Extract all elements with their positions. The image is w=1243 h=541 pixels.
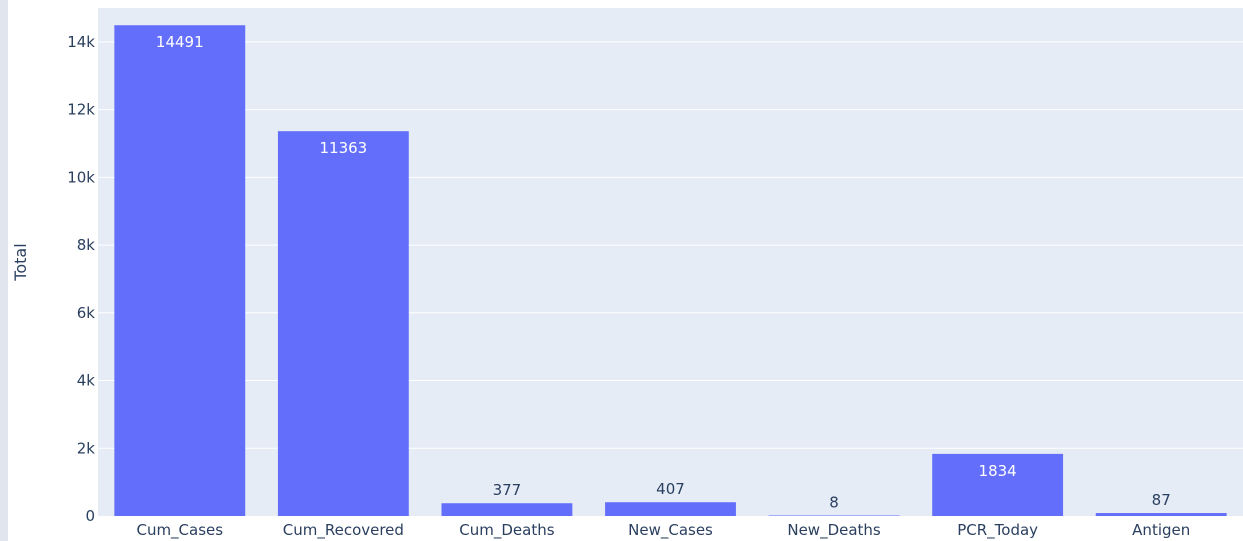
y-tick-label: 8k [77,236,96,254]
bar-value-label: 8 [829,494,839,512]
bar-cum-recovered [277,131,409,516]
y-tick-label: 6k [77,304,96,322]
x-tick-label: New_Deaths [787,521,881,540]
x-axis-ticks: Cum_Cases Cum_Recovered Cum_Deaths New_Case… [136,521,1190,540]
bar-new-cases [605,502,736,516]
x-tick-label: PCR_Today [957,521,1038,540]
bars: 14491 11363 377 407 8 1834 87 [114,25,1227,517]
x-tick-label: New_Cases [628,521,713,540]
y-tick-label: 12k [67,101,95,119]
bar-new-deaths [768,515,900,516]
left-frame-strip [0,0,8,541]
bar-value-label: 407 [656,480,685,498]
y-tick-label: 10k [67,168,95,186]
bar-antigen [1095,513,1227,516]
y-tick-label: 2k [77,439,96,457]
y-axis-ticks: 0 2k 4k 6k 8k 10k 12k 14k [67,33,95,525]
y-tick-label: 4k [77,372,96,390]
y-tick-label: 0 [85,507,95,525]
x-tick-label: Cum_Recovered [283,521,404,540]
bar-value-label: 11363 [319,139,367,157]
x-tick-label: Cum_Cases [136,521,223,540]
bar-value-label: 1834 [979,462,1017,480]
bar-pcr-today [932,453,1064,516]
x-tick-label: Cum_Deaths [459,521,554,540]
plot-area [98,8,1243,516]
y-tick-label: 14k [67,33,95,51]
bar-value-label: 377 [493,481,522,499]
y-axis-title: Total [11,243,30,281]
bar-cum-deaths [441,503,573,516]
bar-value-label: 87 [1152,491,1171,509]
bar-cum-cases [114,25,246,517]
x-tick-label: Antigen [1132,521,1190,539]
bar-value-label: 14491 [156,33,204,51]
